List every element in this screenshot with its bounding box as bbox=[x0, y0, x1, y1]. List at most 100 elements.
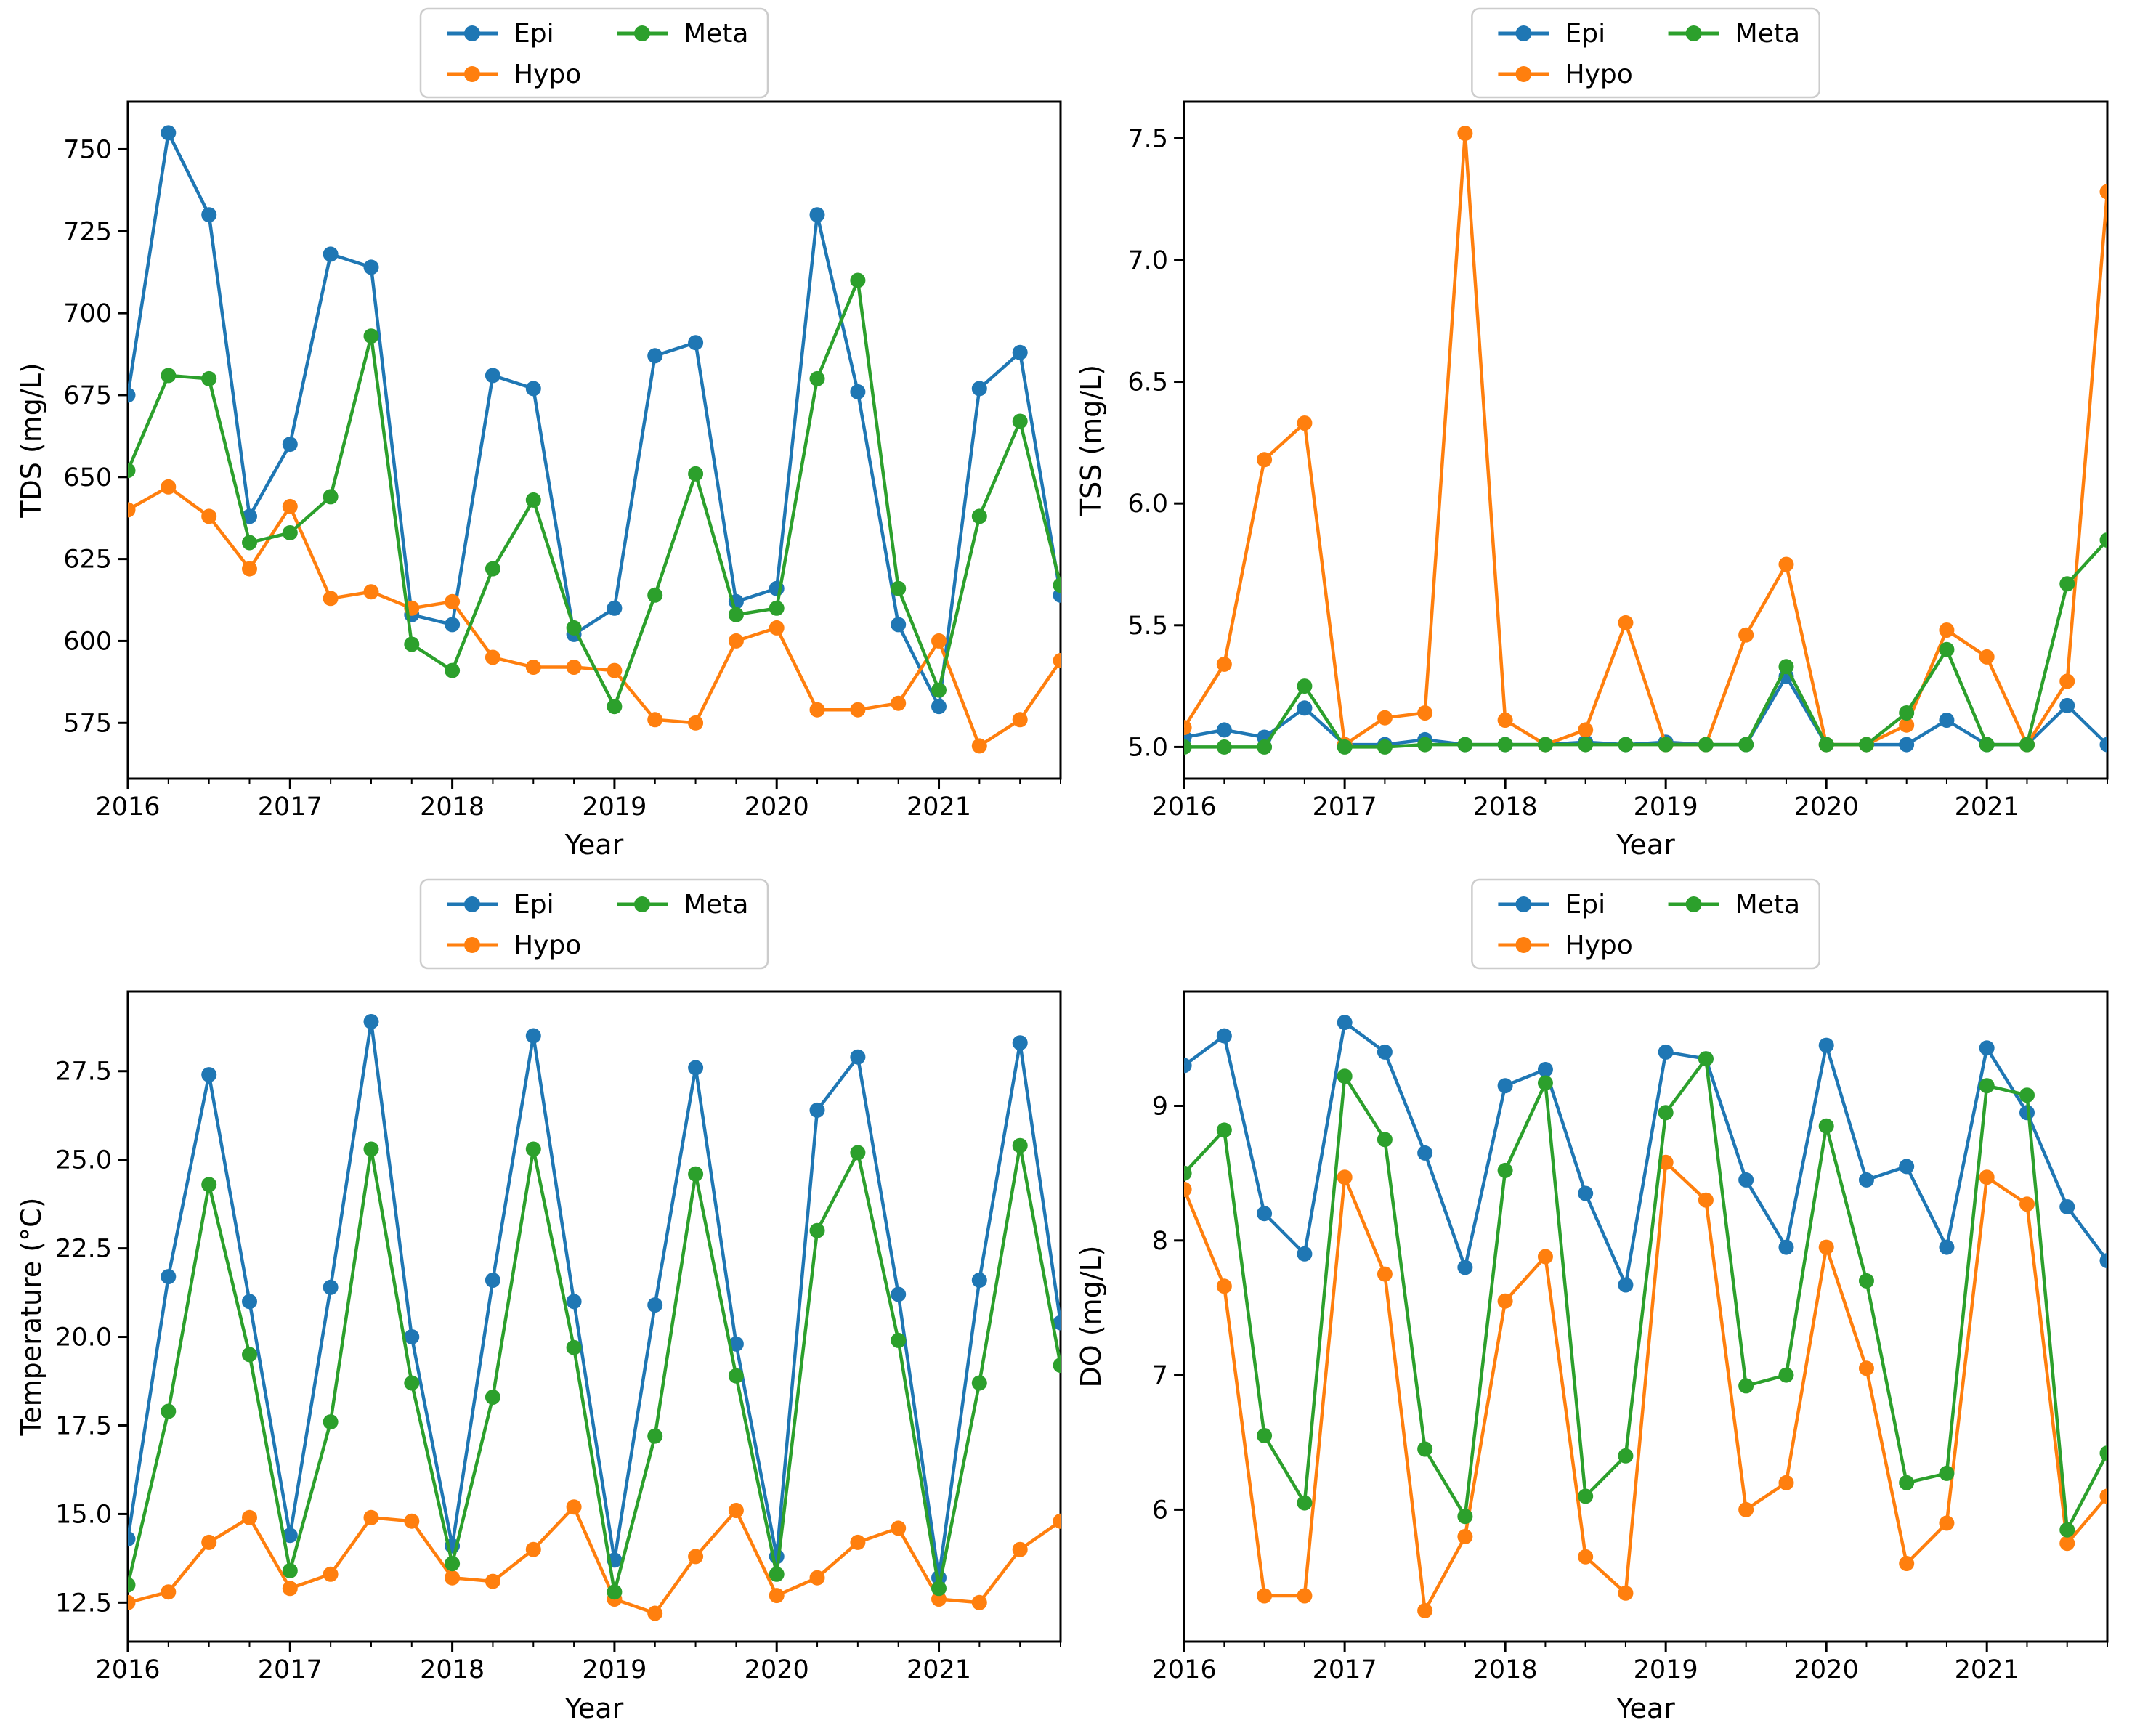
y-tick-label: 6 bbox=[1152, 1496, 1168, 1525]
series-meta-line bbox=[1184, 538, 2107, 749]
y-tick-label: 12.5 bbox=[55, 1589, 112, 1618]
series-meta bbox=[128, 272, 1061, 715]
y-axis-label: TSS (mg/L) bbox=[1075, 365, 1107, 516]
tss-line-chart: 2016 2017 2018 2019 2020 2021 Year 5.0 5.5 6.0 6.5… bbox=[1075, 7, 2109, 861]
x-tick-label: 2016 bbox=[95, 792, 160, 822]
legend-item-epi: Epi bbox=[447, 19, 554, 49]
y-tick-label: 750 bbox=[63, 135, 112, 164]
y-tick-label: 650 bbox=[63, 463, 112, 492]
legend-label: Epi bbox=[514, 19, 554, 49]
series-hypo-line bbox=[128, 1505, 1061, 1615]
series-meta-markers bbox=[1184, 532, 2107, 755]
x-axis-label: Year bbox=[1616, 829, 1675, 861]
y-tick-label: 22.5 bbox=[55, 1235, 112, 1264]
x-tick-label: 2020 bbox=[745, 792, 809, 822]
legend-marker-icon bbox=[1515, 937, 1532, 953]
series-hypo bbox=[128, 1499, 1061, 1621]
temperature-line-chart: 2016 2017 2018 2019 2020 2021 Year 12.5 15.0 17.5… bbox=[15, 878, 1062, 1724]
x-tick-label: 2018 bbox=[1473, 1655, 1538, 1684]
legend-label: Epi bbox=[1565, 890, 1605, 920]
legend-label: Hypo bbox=[514, 930, 581, 960]
x-tick-label: 2019 bbox=[1634, 1655, 1698, 1684]
y-tick-label: 5.5 bbox=[1127, 612, 1168, 641]
series-meta-line bbox=[128, 1143, 1061, 1594]
series-meta-line bbox=[1184, 1057, 2107, 1532]
x-tick-label: 2021 bbox=[1955, 792, 2019, 822]
y-tick-label: 725 bbox=[63, 217, 112, 246]
axes-frame bbox=[126, 990, 1062, 1643]
y-tick-label: 7.0 bbox=[1127, 246, 1168, 275]
legend-item-epi: Epi bbox=[1498, 19, 1605, 49]
series-hypo-markers bbox=[128, 479, 1061, 754]
x-axis: 2016 2017 2018 2019 2020 2021 Year bbox=[95, 1642, 1061, 1724]
y-tick-label: 675 bbox=[63, 381, 112, 410]
chart-cell-do: 2016 2017 2018 2019 2020 2021 Year 6 7 8 9 DO (mg/L… bbox=[1066, 868, 2132, 1736]
legend: Epi Hypo Meta bbox=[419, 878, 769, 970]
legend-box bbox=[1471, 7, 1820, 99]
series-hypo-line bbox=[1184, 1161, 2107, 1613]
chart-cell-tss: 2016 2017 2018 2019 2020 2021 Year 5.0 5.5 6.0 6.5… bbox=[1066, 0, 2132, 868]
y-tick-label: 17.5 bbox=[55, 1411, 112, 1440]
series-hypo-markers bbox=[128, 1499, 1061, 1621]
x-tick-label: 2021 bbox=[1955, 1655, 2019, 1684]
legend-label: Meta bbox=[684, 890, 748, 920]
y-axis-label: Temperature (°C) bbox=[15, 1198, 47, 1437]
legend: Epi Hypo Meta bbox=[419, 7, 769, 99]
legend-label: Meta bbox=[1735, 890, 1800, 920]
x-axis-label: Year bbox=[564, 1692, 624, 1724]
x-tick-label: 2016 bbox=[1152, 1655, 1217, 1684]
series-epi-markers bbox=[1184, 1015, 2107, 1293]
legend: Epi Hypo Meta bbox=[1471, 878, 1820, 970]
series-layer bbox=[1184, 126, 2107, 755]
legend-item-hypo: Hypo bbox=[447, 930, 581, 960]
y-axis: 12.5 15.0 17.5 20.0 22.5 25.0 27.5 Temperature … bbox=[15, 1058, 128, 1618]
legend-label: Hypo bbox=[1565, 60, 1632, 89]
legend-marker-icon bbox=[634, 25, 650, 41]
chart-cell-tds: 2016 2017 2018 2019 2020 2021 Year 575 600 625 650… bbox=[0, 0, 1066, 868]
x-tick-label: 2018 bbox=[420, 1655, 485, 1684]
y-tick-label: 5.0 bbox=[1127, 733, 1168, 762]
y-tick-label: 600 bbox=[63, 627, 112, 656]
y-tick-label: 700 bbox=[63, 299, 112, 328]
legend-item-meta: Meta bbox=[617, 890, 748, 920]
series-meta bbox=[128, 1137, 1061, 1600]
series-layer bbox=[128, 1014, 1061, 1621]
x-tick-label: 2020 bbox=[1794, 1655, 1859, 1684]
legend-label: Meta bbox=[1735, 19, 1800, 49]
y-tick-label: 575 bbox=[63, 709, 112, 738]
do-line-chart: 2016 2017 2018 2019 2020 2021 Year 6 7 8 9 DO (mg/L… bbox=[1075, 878, 2109, 1724]
legend-item-meta: Meta bbox=[617, 19, 748, 49]
series-meta-markers bbox=[1184, 1051, 2107, 1538]
legend-marker-icon bbox=[464, 25, 480, 41]
y-tick-label: 8 bbox=[1152, 1227, 1168, 1256]
series-hypo bbox=[1184, 1154, 2107, 1618]
x-tick-label: 2016 bbox=[95, 1655, 160, 1684]
x-tick-label: 2019 bbox=[1634, 792, 1698, 822]
x-axis: 2016 2017 2018 2019 2020 2021 Year bbox=[95, 779, 1061, 861]
y-tick-label: 27.5 bbox=[55, 1058, 112, 1087]
legend-item-hypo: Hypo bbox=[1498, 60, 1633, 89]
series-epi-line bbox=[128, 131, 1061, 708]
x-tick-label: 2018 bbox=[1473, 792, 1538, 822]
legend-box bbox=[419, 7, 769, 99]
legend-marker-icon bbox=[1685, 896, 1702, 912]
x-axis-label: Year bbox=[564, 829, 624, 861]
legend-item-hypo: Hypo bbox=[1498, 930, 1633, 960]
y-tick-label: 20.0 bbox=[55, 1323, 112, 1352]
legend-marker-icon bbox=[1685, 25, 1702, 41]
legend-label: Hypo bbox=[1565, 930, 1632, 960]
x-tick-label: 2017 bbox=[1313, 1655, 1377, 1684]
y-tick-label: 7.5 bbox=[1127, 124, 1168, 153]
x-tick-label: 2021 bbox=[907, 1655, 971, 1684]
legend-marker-icon bbox=[1515, 896, 1532, 912]
series-layer bbox=[1184, 1015, 2107, 1618]
legend-item-epi: Epi bbox=[1498, 890, 1605, 920]
legend: Epi Hypo Meta bbox=[1471, 7, 1820, 99]
legend-marker-icon bbox=[1515, 66, 1532, 82]
series-hypo-markers bbox=[1184, 1154, 2107, 1618]
series-layer bbox=[128, 125, 1061, 754]
legend-marker-icon bbox=[464, 66, 480, 82]
legend-marker-icon bbox=[1515, 25, 1532, 41]
legend-marker-icon bbox=[634, 896, 650, 912]
y-tick-label: 25.0 bbox=[55, 1146, 112, 1175]
